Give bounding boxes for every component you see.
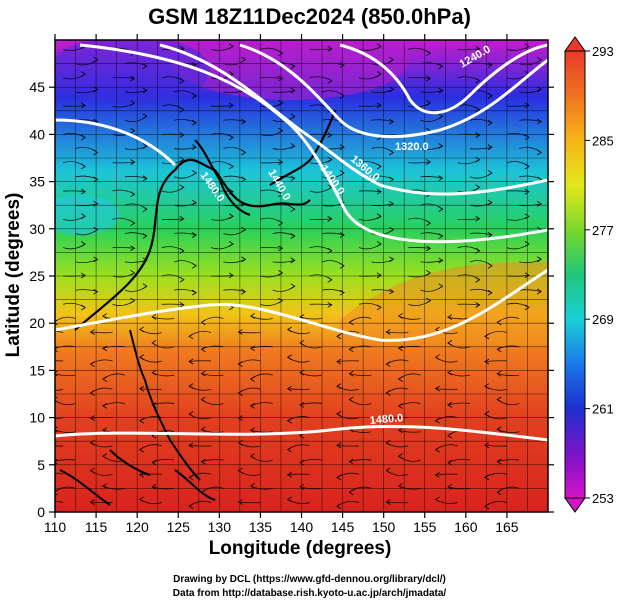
x-tick-label: 120 bbox=[125, 519, 149, 535]
x-tick-label: 145 bbox=[331, 519, 355, 535]
streamlines bbox=[55, 43, 542, 510]
x-tick-label: 125 bbox=[167, 519, 191, 535]
y-tick-label: 20 bbox=[29, 315, 45, 331]
y-tick-label: 5 bbox=[37, 457, 45, 473]
colorbar-label: 285 bbox=[592, 133, 614, 148]
x-tick-label: 110 bbox=[44, 519, 67, 535]
y-tick-label: 25 bbox=[29, 268, 45, 284]
lat-lon-grid bbox=[55, 40, 548, 512]
colorbar-top-arrow bbox=[564, 36, 586, 52]
x-tick-label: 115 bbox=[85, 519, 108, 535]
colorbar-label: 253 bbox=[592, 491, 614, 506]
credit-data: Data from http://database.rish.kyoto-u.a… bbox=[172, 588, 447, 599]
y-tick-label: 35 bbox=[29, 174, 45, 190]
colorbar-bar bbox=[564, 50, 586, 499]
x-tick-label: 150 bbox=[372, 519, 396, 535]
y-tick-label: 30 bbox=[29, 221, 45, 237]
x-tick-label: 160 bbox=[454, 519, 478, 535]
x-axis-label: Longitude (degrees) bbox=[208, 538, 392, 559]
x-tick-label: 165 bbox=[495, 519, 519, 535]
contour-label: 1320.0 bbox=[395, 141, 429, 153]
axes: 110 115 120 125 130 135 140 145 150 155 160 165 0 5 10… bbox=[29, 34, 554, 535]
colorbar: 293 285 277 269 261 253 bbox=[564, 36, 614, 513]
page-title: GSM 18Z11Dec2024 (850.0hPa) bbox=[148, 4, 471, 29]
x-tick-label: 155 bbox=[413, 519, 437, 535]
y-tick-label: 10 bbox=[29, 410, 45, 426]
height-contours bbox=[55, 43, 548, 442]
credit-drawing: Drawing by DCL (https://www.gfd-dennou.o… bbox=[173, 574, 446, 585]
colorbar-label: 293 bbox=[592, 44, 614, 59]
x-tick-label: 135 bbox=[249, 519, 273, 535]
x-tick-label: 130 bbox=[208, 519, 232, 535]
contour-label: 1480.0 bbox=[369, 412, 404, 427]
y-tick-label: 0 bbox=[37, 504, 45, 520]
colorbar-label: 261 bbox=[592, 402, 614, 417]
colorbar-label: 269 bbox=[592, 312, 614, 327]
coastlines bbox=[59, 109, 337, 506]
y-tick-label: 15 bbox=[29, 362, 45, 378]
x-tick-label: 140 bbox=[290, 519, 314, 535]
y-tick-label: 45 bbox=[29, 79, 45, 95]
y-tick-label: 40 bbox=[29, 126, 45, 142]
colorbar-label: 277 bbox=[592, 223, 614, 238]
colorbar-bottom-arrow bbox=[564, 497, 586, 513]
